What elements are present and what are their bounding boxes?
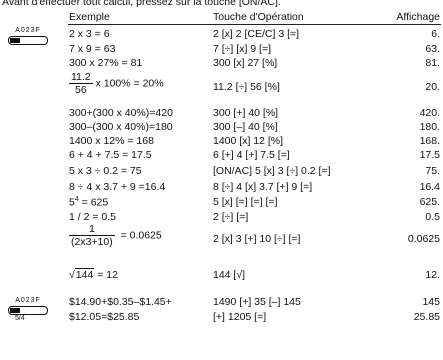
display: 0.0625 [407,233,440,245]
example: √144 = 12 [69,268,118,281]
keys: 300 [x] 27 [%] [213,57,278,69]
fraction: 1 (2x3+10) [69,223,115,248]
example-text: 6 + 4 + 7.5 = 17.5 [69,149,152,161]
keys: 2 [x] 2 [CE/C] 3 [=] [213,28,300,40]
example-text: = 625 [78,196,109,209]
example: 1 / 2 = 0.5 [69,211,116,223]
switch-slot [8,306,48,315]
switch: A023F [5,27,51,45]
display: 17.5 [419,149,440,161]
example-text: 1400 x 12% = 168 [69,135,154,147]
radicand: 144 [74,268,95,281]
example: 8 ÷ 4 x 3.7 + 9 =16.4 [69,181,165,193]
keys: 6 [+] 4 [+] 7.5 [=] [213,149,290,161]
denominator: (2x3+10) [71,236,113,248]
keys: [ON/AC] 5 [x] 3 [÷] 0.2 [=] [213,165,331,177]
example-text: 5 x 3 ÷ 0.2 = 75 [69,165,142,177]
display: 6. [431,28,440,40]
header: Exemple [69,11,110,23]
example: 300 x 27% = 81 [69,57,142,69]
keys: [+] 1205 [=] [213,311,267,323]
header: Touche d'Opération [213,11,304,23]
example: $14.90+$0.35–$1.45+ [69,296,172,308]
example-text: $14.90+$0.35–$1.45+ [69,296,172,308]
display: 180. [419,121,440,133]
keys: 2 [x] 3 [+] 10 [÷] [=] [213,233,301,245]
header-rule [68,24,441,25]
example-text: 2 x 3 = 6 [69,28,110,40]
switch-knob [10,38,20,43]
keys: 7 [÷] [x] 9 [=] [213,43,271,55]
keys: 1400 [x] 12 [%] [213,135,284,147]
keys: 1490 [+] 35 [–] 145 [213,296,301,308]
example-text: 8 ÷ 4 x 3.7 + 9 =16.4 [69,181,166,193]
keys: 11.2 [÷] 56 [%] [213,81,280,93]
root-sign: √ [69,269,75,281]
example: 1 (2x3+10) = 0.0625 [69,223,162,248]
example: 7 x 9 = 63 [69,43,115,55]
keys: 144 [√] [213,269,246,281]
base: 5 [69,196,75,209]
display: 145 [422,296,440,308]
numerator: 11.2 [69,71,93,84]
exponent: 4 [74,196,79,203]
fraction: 11.2 56 [69,71,93,96]
display: 16.4 [419,181,440,193]
switch-knob [10,308,20,313]
numerator: 1 [69,223,115,236]
switch-position: 5/4 [15,315,25,322]
example-text: = 12 [94,269,118,281]
switch: A023F 5/4 [5,297,51,323]
display: 25.85 [413,311,440,323]
switch-label: A023F [15,27,41,34]
example-text: 300 x 27% = 81 [69,57,143,69]
example-text: 300+(300 x 40%)=420 [69,107,173,119]
display: 0.5 [425,211,440,223]
example: 1400 x 12% = 168 [69,135,154,147]
example: 300–(300 x 40%)=180 [69,121,173,133]
example: 54 = 625 [69,196,108,209]
example-text: 1 / 2 = 0.5 [69,211,116,223]
keys: 5 [x] [=] [=] [=] [213,196,278,208]
example: $12.05=$25.85 [69,311,139,323]
display: 63. [425,43,440,55]
display: 625. [419,196,440,208]
header: Affichage [396,11,440,23]
keys: 300 [+] 40 [%] [213,107,279,119]
example-text: 7 x 9 = 63 [69,43,116,55]
keys: 300 [–] 40 [%] [213,121,278,133]
example: 5 x 3 ÷ 0.2 = 75 [69,165,142,177]
keys: 8 [÷] 4 [x] 3.7 [+] 9 [=] [213,181,313,193]
display: 12. [425,269,440,281]
example-text: x 100% = 20% [92,77,164,90]
example: 300+(300 x 40%)=420 [69,107,173,119]
display: 420. [419,107,440,119]
switch-label: A023F [15,297,41,304]
example: 6 + 4 + 7.5 = 17.5 [69,149,152,161]
example: 11.2 56 x 100% = 20% [69,71,164,96]
example-text: = 0.0625 [114,229,162,242]
switch-slot [8,36,48,45]
denominator: 56 [74,84,87,96]
display: 20. [425,81,440,93]
keys: 2 [÷] [=] [213,211,249,223]
example-text: 300–(300 x 40%)=180 [69,121,173,133]
display: 81. [425,57,440,69]
example-text: $12.05=$25.85 [69,311,140,323]
example: 2 x 3 = 6 [69,28,110,40]
display: 168. [419,135,440,147]
display: 75. [425,165,440,177]
intro: Avant d'effectuer tout calcul, pressez s… [2,0,281,8]
